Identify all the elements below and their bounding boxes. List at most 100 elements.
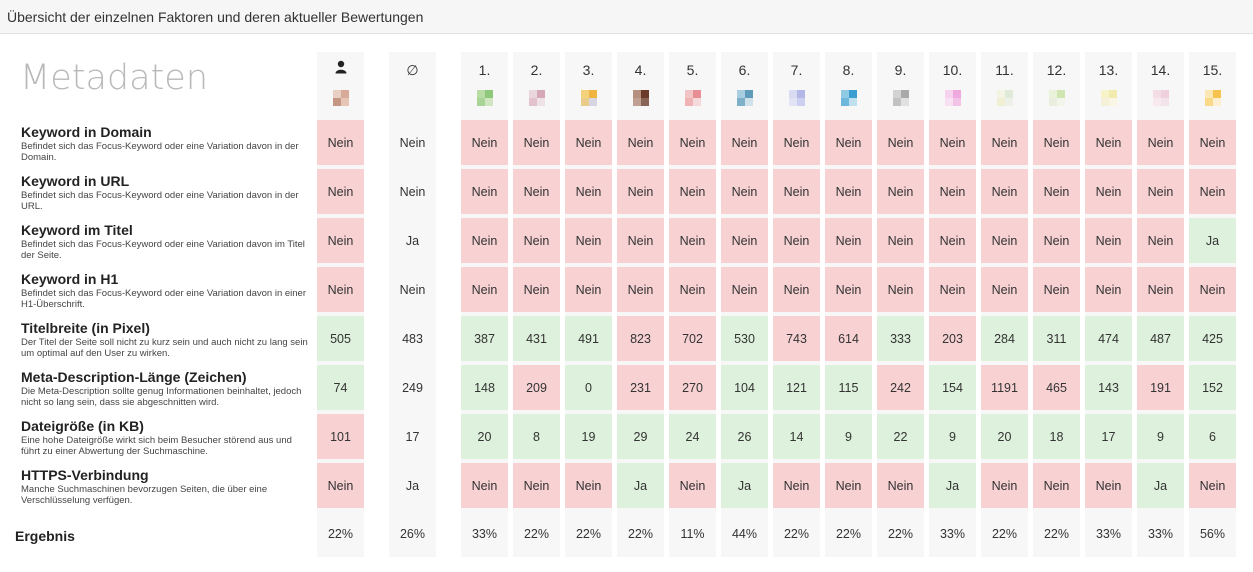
table-cell: 702 <box>669 316 716 361</box>
table-cell: Nein <box>565 463 612 508</box>
table-cell: 203 <box>929 316 976 361</box>
row-label: Keyword in URL Befindet sich das Focus-Ke… <box>21 173 311 212</box>
table-cell: 1191 <box>981 365 1028 410</box>
row-description: Befindet sich das Focus-Keyword oder ein… <box>21 190 299 212</box>
row-title: Keyword in H1 <box>21 271 119 287</box>
row-title: Dateigröße (in KB) <box>21 418 144 434</box>
row-title: HTTPS-Verbindung <box>21 467 149 483</box>
table-cell: 743 <box>773 316 820 361</box>
table-cell: Nein <box>513 218 560 263</box>
user-icon <box>317 60 364 77</box>
table-cell: 0 <box>565 365 612 410</box>
table-cell: Nein <box>513 267 560 312</box>
table-cell: Nein <box>721 218 768 263</box>
site-thumbnail-icon <box>685 90 701 106</box>
table-cell: 614 <box>825 316 872 361</box>
column-header-3: 3. <box>582 62 595 78</box>
table-cell: Nein <box>513 120 560 165</box>
column-header-7: 7. <box>790 62 803 78</box>
table-cell: Nein <box>317 463 364 508</box>
row-description: Befindet sich das Focus-Keyword oder ein… <box>21 288 306 310</box>
table-cell: Ja <box>405 478 420 493</box>
table-cell: Nein <box>929 218 976 263</box>
table-cell: 104 <box>721 365 768 410</box>
site-thumbnail-icon <box>1049 90 1065 106</box>
table-cell: Nein <box>461 463 508 508</box>
table-cell: Nein <box>317 120 364 165</box>
table-cell: Nein <box>721 267 768 312</box>
table-cell: Nein <box>1033 267 1080 312</box>
column-header-11: 11. <box>995 62 1014 78</box>
table-cell: Nein <box>825 120 872 165</box>
table-cell: Nein <box>773 218 820 263</box>
column-header-14: 14. <box>1150 62 1171 78</box>
column-header-5: 5. <box>686 62 699 78</box>
table-cell: Nein <box>317 267 364 312</box>
table-cell: 17 <box>1085 414 1132 459</box>
table-cell: 491 <box>565 316 612 361</box>
table-cell: 101 <box>317 414 364 459</box>
column-header-12: 12. <box>1046 62 1067 78</box>
table-cell: Nein <box>929 169 976 214</box>
table-cell: 505 <box>317 316 364 361</box>
site-thumbnail-icon <box>529 90 545 106</box>
row-label: Titelbreite (in Pixel) Der Titel der Seit… <box>21 320 311 359</box>
table-cell: Nein <box>877 120 924 165</box>
table-cell: Nein <box>1085 463 1132 508</box>
table-cell: 24 <box>669 414 716 459</box>
table-cell: 425 <box>1189 316 1236 361</box>
column-header-4: 4. <box>634 62 647 78</box>
table-cell: 209 <box>513 365 560 410</box>
column-header-0: ∅ <box>406 62 419 78</box>
table-cell: Nein <box>877 169 924 214</box>
table-cell: 284 <box>981 316 1028 361</box>
result-cell: 22% <box>991 526 1018 541</box>
row-description: Befindet sich das Focus-Keyword oder ein… <box>21 141 299 163</box>
table-cell: 483 <box>402 331 423 346</box>
site-thumbnail-icon <box>333 90 349 106</box>
table-cell: Nein <box>399 282 426 297</box>
row-label: Keyword in Domain Befindet sich das Focus… <box>21 124 311 163</box>
table-cell: Nein <box>461 169 508 214</box>
site-thumbnail-icon <box>633 90 649 106</box>
table-cell: 465 <box>1033 365 1080 410</box>
table-cell: Nein <box>1085 267 1132 312</box>
table-cell: 8 <box>513 414 560 459</box>
column-header-10: 10. <box>942 62 963 78</box>
table-cell: 9 <box>825 414 872 459</box>
site-thumbnail-icon <box>477 90 493 106</box>
row-description: Eine hohe Dateigröße wirkt sich beim Bes… <box>21 435 292 457</box>
table-cell: 530 <box>721 316 768 361</box>
column-header-1: 1. <box>478 62 491 78</box>
table-cell: Nein <box>461 218 508 263</box>
table-cell: 29 <box>617 414 664 459</box>
result-cell: 33% <box>1147 526 1174 541</box>
result-cell: 22% <box>627 526 654 541</box>
table-cell: Nein <box>669 218 716 263</box>
site-thumbnail-icon <box>1101 90 1117 106</box>
site-thumbnail-icon <box>581 90 597 106</box>
table-cell: 152 <box>1189 365 1236 410</box>
table-cell: 823 <box>617 316 664 361</box>
row-label: Keyword im Titel Befindet sich das Focus-… <box>21 222 311 261</box>
result-cell: 26% <box>399 526 426 541</box>
table-cell: Nein <box>1085 218 1132 263</box>
table-cell: Nein <box>1033 169 1080 214</box>
table-cell: Nein <box>617 218 664 263</box>
table-cell: 333 <box>877 316 924 361</box>
table-cell: Nein <box>877 267 924 312</box>
table-cell: Nein <box>617 169 664 214</box>
table-cell: Nein <box>617 267 664 312</box>
table-cell: Nein <box>565 218 612 263</box>
table-cell: 17 <box>405 429 420 444</box>
table-cell: 231 <box>617 365 664 410</box>
site-thumbnail-icon <box>789 90 805 106</box>
table-cell: 18 <box>1033 414 1080 459</box>
result-cell: 33% <box>471 526 498 541</box>
table-cell: 387 <box>461 316 508 361</box>
table-cell: 74 <box>317 365 364 410</box>
table-cell: 14 <box>773 414 820 459</box>
table-cell: Nein <box>1189 463 1236 508</box>
site-thumbnail-icon <box>841 90 857 106</box>
table-cell: Nein <box>825 267 872 312</box>
